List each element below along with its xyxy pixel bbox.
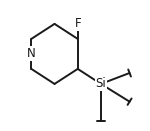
Text: N: N bbox=[27, 47, 36, 60]
Text: Si: Si bbox=[96, 77, 106, 90]
Text: F: F bbox=[74, 17, 81, 30]
